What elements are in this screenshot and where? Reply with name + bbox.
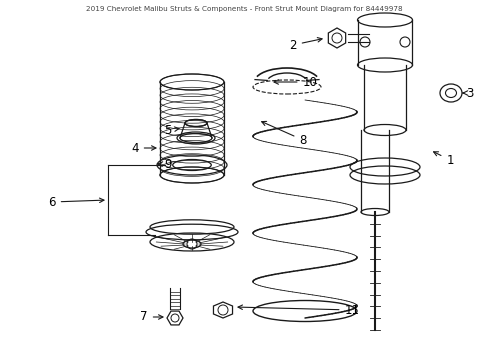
Text: 11: 11 (238, 303, 359, 316)
Text: 2019 Chevrolet Malibu Struts & Components - Front Strut Mount Diagram for 844499: 2019 Chevrolet Malibu Struts & Component… (85, 6, 402, 12)
Text: 6: 6 (48, 195, 104, 208)
Text: 2: 2 (289, 37, 322, 51)
Text: 3: 3 (462, 86, 473, 99)
Text: 8: 8 (261, 121, 306, 147)
Text: 5: 5 (164, 123, 179, 136)
Text: 10: 10 (273, 76, 317, 89)
Text: 9: 9 (158, 158, 171, 171)
Text: 4: 4 (131, 141, 156, 154)
Text: 1: 1 (433, 152, 453, 166)
Text: 7: 7 (140, 310, 163, 324)
